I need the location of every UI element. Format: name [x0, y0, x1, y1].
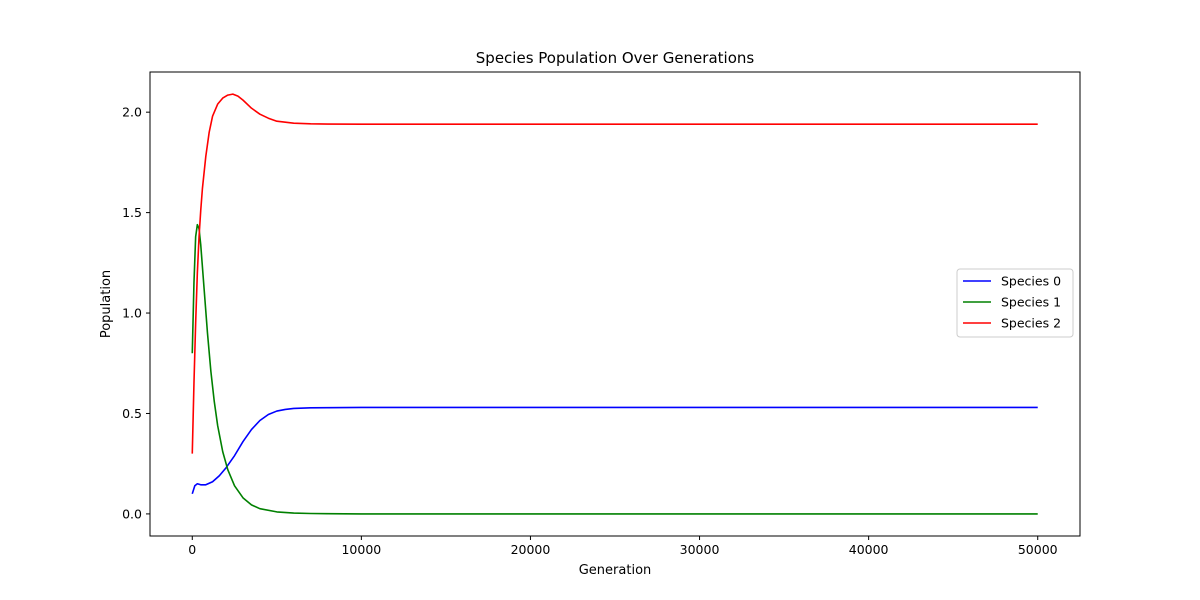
series-line-species-1: [191, 223, 1038, 515]
legend-label-species-0: Species 0: [1001, 274, 1061, 289]
series-line-species-0: [191, 406, 1038, 495]
y-tick-label: 1.5: [122, 205, 142, 220]
y-tick-label: 0.0: [122, 506, 142, 521]
x-tick-label: 20000: [511, 542, 551, 557]
series-line-species-2: [191, 93, 1038, 454]
y-tick-label: 1.0: [122, 306, 142, 321]
x-axis: 0 10000 20000 30000 40000 50000: [188, 536, 1058, 557]
y-tick-label: 0.5: [122, 406, 142, 421]
x-tick-label: 30000: [680, 542, 720, 557]
series-layer: [191, 93, 1038, 515]
y-tick-label: 2.0: [122, 105, 142, 120]
x-tick-label: 10000: [341, 542, 381, 557]
x-axis-label: Generation: [579, 563, 652, 578]
x-tick-label: 40000: [849, 542, 889, 557]
legend-label-species-2: Species 2: [1001, 316, 1061, 331]
x-tick-label: 50000: [1018, 542, 1058, 557]
y-axis: 0.0 0.5 1.0 1.5 2.0: [122, 105, 150, 521]
chart-title: Species Population Over Generations: [476, 49, 755, 67]
legend: Species 0 Species 1 Species 2: [956, 268, 1074, 338]
y-axis-label: Population: [99, 270, 114, 338]
legend-label-species-1: Species 1: [1001, 295, 1061, 310]
axes-frame: [149, 71, 1081, 537]
legend-frame: [956, 268, 1074, 338]
x-tick-label: 0: [188, 542, 196, 557]
plot-area: [149, 71, 1081, 537]
